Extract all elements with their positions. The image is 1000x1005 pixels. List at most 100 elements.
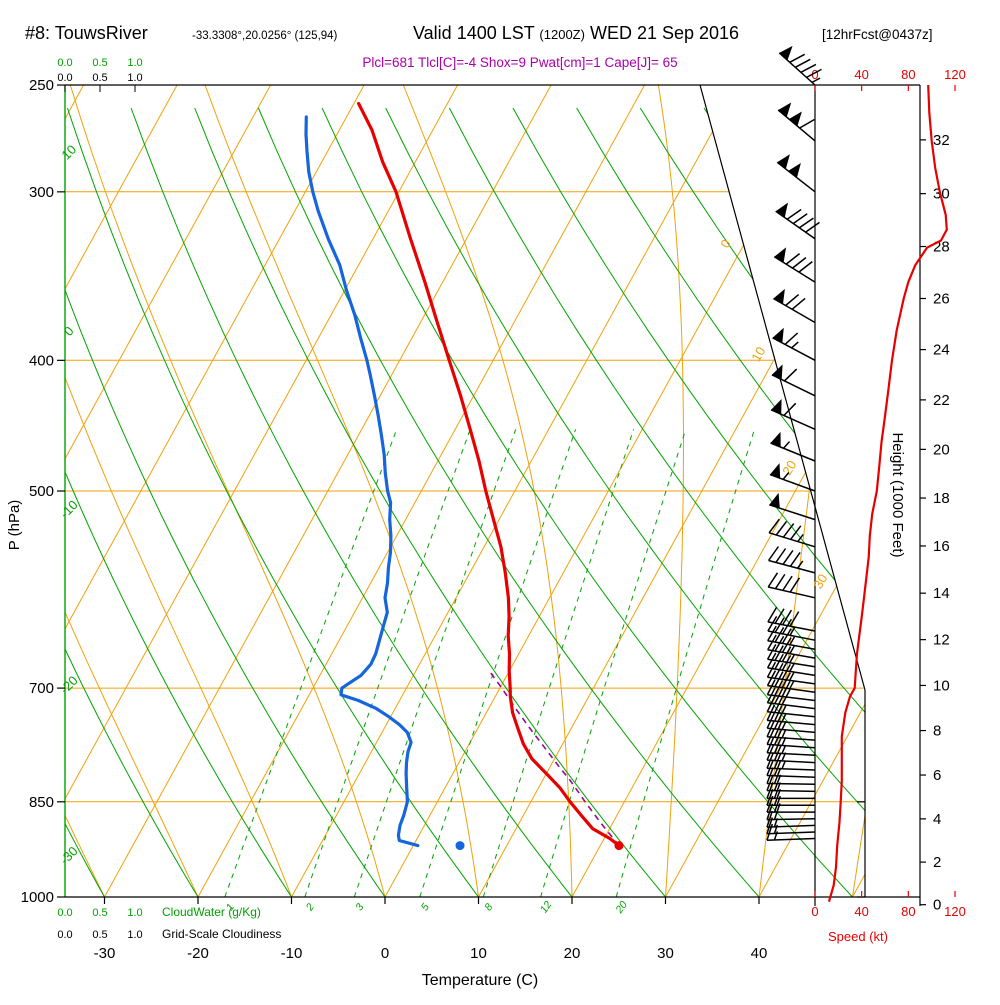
height-axis-label: Height (1000 Feet) xyxy=(889,432,906,557)
dry-adiabat-line xyxy=(449,108,1000,897)
moist-adiabat-line xyxy=(652,49,683,897)
wind-speed-curve xyxy=(829,85,947,902)
moist-adiabat-line xyxy=(853,49,1000,897)
mixing-ratio-line xyxy=(420,429,576,897)
moist-adiabat-line xyxy=(0,49,11,897)
dry-adiabat-line xyxy=(4,108,385,897)
mixing-ratio-value-label: 12 xyxy=(538,899,555,916)
dry-adiabat-line xyxy=(0,108,291,897)
wind-barb xyxy=(769,505,815,520)
temperature-tick-label: 20 xyxy=(564,945,581,962)
height-tick-label: 24 xyxy=(933,342,950,359)
dry-adiabat-line xyxy=(195,108,666,897)
mixing-ratio-value-label: 20 xyxy=(613,899,630,916)
isotherm-value-label: 20 xyxy=(779,458,799,478)
temperature-tick-label: 0 xyxy=(381,945,389,962)
pressure-tick-label: 850 xyxy=(29,794,54,811)
height-tick-label: 8 xyxy=(933,723,941,740)
wind-barb xyxy=(769,519,815,547)
wind-barb xyxy=(768,573,815,598)
dry-adiabat-line xyxy=(67,108,478,897)
mixing-ratio-line xyxy=(616,429,754,897)
height-tick-label: 26 xyxy=(933,290,950,307)
speed-tick-label-top: 80 xyxy=(901,67,915,82)
height-tick-label: 0 xyxy=(933,897,941,914)
temperature-tick-label: -20 xyxy=(187,945,209,962)
isotherm-line xyxy=(853,85,1000,897)
cloudiness-scale-label-top: 0.0 xyxy=(57,72,72,84)
mixing-ratio-value-label: 8 xyxy=(482,901,495,913)
valid-date: WED 21 Sep 2016 xyxy=(585,23,739,43)
pressure-axis-label: P (hPa) xyxy=(6,500,23,551)
height-tick-label: 22 xyxy=(933,392,950,409)
height-tick-label: 18 xyxy=(933,490,950,507)
mixing-ratio-line xyxy=(541,429,686,897)
cloudwater-scale-label-bottom: 0.5 xyxy=(92,907,107,919)
speed-tick-label-bottom: 40 xyxy=(854,904,868,919)
surface-dewpoint-dot xyxy=(456,841,465,850)
temperature-tick-label: 30 xyxy=(657,945,674,962)
temperature-tick-label: 40 xyxy=(751,945,768,962)
sounding-profiles xyxy=(306,104,619,846)
surface-temperature-dot xyxy=(614,841,623,850)
dry-adiabat-value-label: 10 xyxy=(58,142,79,163)
mixing-ratio-value-label: 3 xyxy=(353,901,366,913)
speed-tick-label-bottom: 120 xyxy=(944,904,966,919)
moist-adiabat-line xyxy=(0,49,198,897)
valid-zulu: (1200Z) xyxy=(539,27,585,42)
isotherm-value-label: 0 xyxy=(717,237,734,251)
speed-tick-label-bottom: 80 xyxy=(901,904,915,919)
height-tick-label: 16 xyxy=(933,538,950,555)
height-tick-label: 6 xyxy=(933,767,941,784)
cloudiness-scale-label-top: 0.5 xyxy=(92,72,107,84)
background-grid xyxy=(0,49,1000,897)
valid-main: Valid 1400 LST xyxy=(413,23,539,43)
dry-adiabat-line xyxy=(131,108,572,897)
cloudwater-axis-label: CloudWater (g/Kg) xyxy=(162,905,261,919)
cloudwater-scale-label-top: 1.0 xyxy=(127,57,142,69)
cloudwater-scale-label-top: 0.0 xyxy=(57,57,72,69)
height-tick-label: 14 xyxy=(933,585,950,602)
temperature-tick-label: -30 xyxy=(94,945,116,962)
pressure-tick-label: 400 xyxy=(29,352,54,369)
isotherm-value-label: 10 xyxy=(748,344,768,364)
temperature-curve xyxy=(359,104,619,846)
dry-adiabat-value-label: 0 xyxy=(61,323,77,339)
valid-time-title: Valid 1400 LST (1200Z) WED 21 Sep 2016 xyxy=(413,23,739,43)
speed-tick-label-bottom: 0 xyxy=(811,904,818,919)
height-tick-label: 10 xyxy=(933,677,950,694)
cloudiness-scale-label-bottom: 0.5 xyxy=(92,929,107,941)
height-tick-label: 20 xyxy=(933,441,950,458)
cloudiness-axis-label: Grid-Scale Cloudiness xyxy=(162,927,281,941)
dry-adiabat-line xyxy=(831,108,1000,897)
height-tick-label: 4 xyxy=(933,811,941,828)
temperature-axis-label: Temperature (C) xyxy=(422,972,538,989)
dry-adiabat-line xyxy=(513,108,1000,897)
slanted-clip-boundary xyxy=(700,85,865,690)
dry-adiabat-line xyxy=(959,108,1000,897)
mixing-ratio-value-label: 5 xyxy=(419,901,432,913)
wind-barb xyxy=(769,547,815,573)
cloudiness-scale-label-bottom: 0.0 xyxy=(57,929,72,941)
station-coords: -33.3308°,20.0256° (125,94) xyxy=(192,30,338,42)
cloudiness-scale-label-top: 1.0 xyxy=(127,72,142,84)
cloudiness-scale-label-bottom: 1.0 xyxy=(127,929,142,941)
speed-axis-label: Speed (kt) xyxy=(828,929,888,944)
mixing-ratio-line xyxy=(354,429,515,897)
moist-adiabat-line xyxy=(0,49,105,897)
pressure-tick-label: 1000 xyxy=(21,889,54,906)
temperature-tick-label: -10 xyxy=(281,945,303,962)
cloudwater-scale-label-top: 0.5 xyxy=(92,57,107,69)
moist-adiabat-line xyxy=(0,49,292,897)
height-tick-label: 12 xyxy=(933,632,950,649)
speed-tick-label-top: 120 xyxy=(944,67,966,82)
cloudwater-scale-label-bottom: 1.0 xyxy=(127,907,142,919)
forecast-tag: [12hrFcst@0437z] xyxy=(822,27,933,42)
pressure-tick-label: 300 xyxy=(29,184,54,201)
mixing-ratio-value-label: 2 xyxy=(303,901,317,914)
isotherm-value-label: 30 xyxy=(810,571,830,591)
